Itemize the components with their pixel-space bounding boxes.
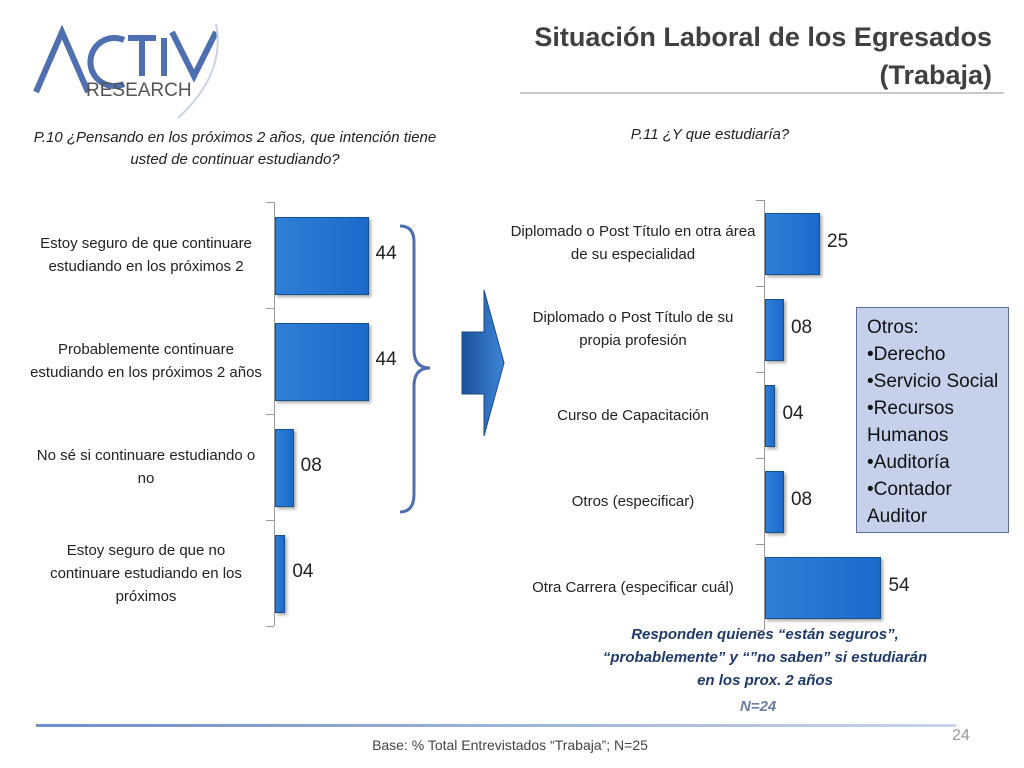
value-label: 04 <box>782 403 804 424</box>
otros-item: •Servicio Social <box>867 371 999 392</box>
right-arrow-icon <box>456 288 506 438</box>
axis-tick <box>266 202 274 203</box>
axis-tick <box>756 372 764 373</box>
category-label: Estoy seguro de que no continuare estudi… <box>50 541 242 605</box>
bar <box>275 535 286 613</box>
page-title: Situación Laboral de los Egresados <box>534 22 992 52</box>
bar <box>765 557 882 619</box>
value-label: 08 <box>300 455 322 476</box>
axis-tick <box>756 286 764 287</box>
value-label: 04 <box>292 561 314 582</box>
value-label: 08 <box>790 317 813 338</box>
axis-line <box>764 200 765 630</box>
value-label: 44 <box>375 243 397 264</box>
title-underline <box>520 92 1004 94</box>
axis-tick <box>756 544 764 545</box>
otros-title: Otros: <box>867 317 919 338</box>
value-label: 08 <box>790 489 813 510</box>
otros-box: Otros: •Derecho •Servicio Social •Recurs… <box>856 307 1009 533</box>
footer-base: Base: % Total Entrevistados “Trabaja”; N… <box>372 737 648 753</box>
category-label: Diplomado o Post Título en otra área de … <box>510 223 756 263</box>
otros-item: •Recursos Humanos <box>867 398 954 446</box>
respondents-note: Responden quienes “están seguros”, “prob… <box>602 626 928 689</box>
question-p11: P.11 ¿Y que estudiaría? <box>630 126 790 143</box>
question-p10: P.10 ¿Pensando en los próximos 2 años, q… <box>33 129 437 168</box>
value-label: 25 <box>827 231 849 252</box>
category-label: Otra Carrera (especificar cuál) <box>532 578 734 596</box>
category-label: Diplomado o Post Título de su propia pro… <box>532 309 734 349</box>
category-label: No sé si continuare estudiando o no <box>36 447 256 487</box>
bar <box>765 213 820 275</box>
axis-tick <box>266 626 274 627</box>
bar <box>275 323 369 401</box>
bar <box>275 429 294 507</box>
page-subtitle: (Trabaja) <box>879 60 992 90</box>
right-curly-brace-icon <box>396 222 436 517</box>
category-label: Curso de Capacitación <box>557 406 709 424</box>
axis-tick <box>756 200 764 201</box>
otros-item: •Auditoría <box>867 452 950 473</box>
bar <box>765 299 784 361</box>
axis-tick <box>266 520 274 521</box>
page-number: 24 <box>952 727 970 744</box>
bar <box>765 385 776 447</box>
value-label: 54 <box>888 575 910 596</box>
axis-tick <box>756 458 764 459</box>
svg-text:RESEARCH: RESEARCH <box>86 80 192 101</box>
axis-tick <box>266 414 274 415</box>
bar <box>275 217 369 295</box>
category-label: Estoy seguro de que continuare estudiand… <box>40 235 252 275</box>
footer-rule <box>36 724 956 727</box>
otros-item: •Contador Auditor <box>867 479 952 527</box>
value-label: 44 <box>375 349 397 370</box>
category-label: Probablemente continuare estudiando en l… <box>30 341 262 381</box>
axis-tick <box>756 630 764 631</box>
sample-size: N=24 <box>740 698 777 715</box>
bar <box>765 471 784 533</box>
category-label: Otros (especificar) <box>571 492 695 510</box>
activa-research-logo: RESEARCH <box>28 14 228 124</box>
axis-tick <box>266 308 274 309</box>
axis-line <box>274 202 275 626</box>
otros-item: •Derecho <box>867 344 946 365</box>
